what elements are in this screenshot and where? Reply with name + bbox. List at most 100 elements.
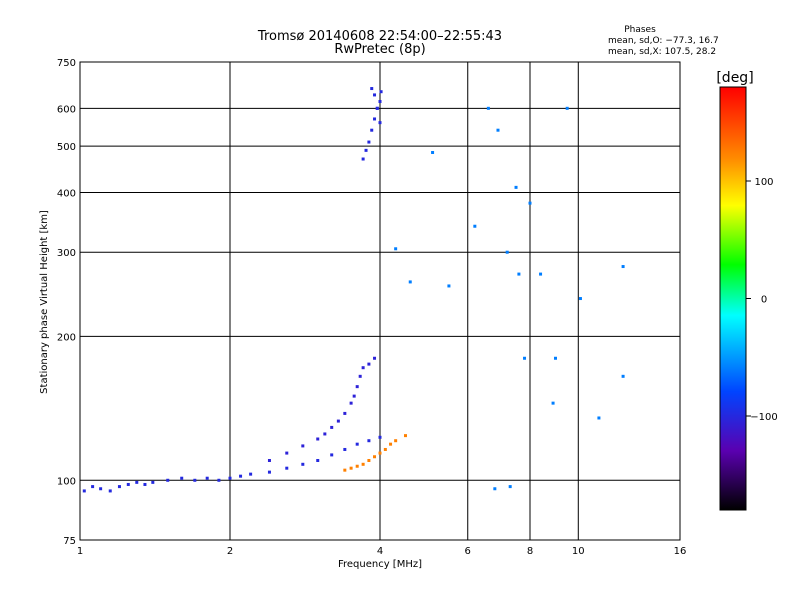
- colorbar: [719, 86, 747, 511]
- data-point: [375, 106, 379, 110]
- data-point: [108, 489, 112, 493]
- data-point: [367, 458, 371, 462]
- data-point: [285, 451, 289, 455]
- data-point: [355, 442, 359, 446]
- data-point: [193, 478, 197, 482]
- data-point: [343, 447, 347, 451]
- data-point: [228, 476, 232, 480]
- data-point: [355, 385, 359, 389]
- data-point: [330, 425, 334, 429]
- y-axis-label: Stationary phase Virtual Height [km]: [39, 210, 50, 394]
- data-point: [553, 356, 557, 360]
- data-point: [473, 224, 477, 228]
- data-point: [343, 411, 347, 415]
- colorbar-tick-label: 100: [754, 177, 773, 188]
- data-point: [117, 485, 121, 489]
- data-point: [514, 185, 518, 189]
- data-point: [355, 464, 359, 468]
- data-point: [330, 453, 334, 457]
- data-point: [370, 128, 374, 132]
- data-point: [523, 356, 527, 360]
- data-point: [323, 432, 327, 436]
- colorbar-tick-label: −100: [750, 412, 777, 423]
- data-point: [493, 487, 497, 491]
- data-point: [361, 462, 365, 466]
- data-point: [394, 439, 398, 443]
- x-axis-label: Frequency [MHz]: [338, 559, 422, 570]
- data-point: [99, 487, 103, 491]
- data-point: [508, 485, 512, 489]
- data-point: [267, 470, 271, 474]
- data-point: [517, 272, 521, 276]
- y-tick-label: 400: [57, 188, 76, 199]
- x-tick-label: 8: [527, 546, 533, 557]
- data-point: [373, 356, 377, 360]
- data-point: [505, 250, 509, 254]
- data-point: [408, 280, 412, 284]
- data-point: [597, 416, 601, 420]
- data-point: [367, 439, 371, 443]
- y-tick-label: 200: [57, 332, 76, 343]
- data-point: [316, 458, 320, 462]
- chart-subtitle: RwPretec (8p): [334, 42, 425, 57]
- data-point: [373, 93, 377, 97]
- y-tick-label: 500: [57, 142, 76, 153]
- data-point: [301, 462, 305, 466]
- phases-x-stats: mean, sd,X: 107.5, 28.2: [608, 47, 716, 57]
- data-point: [383, 447, 387, 451]
- data-point: [378, 451, 382, 455]
- data-point: [403, 434, 407, 438]
- colorbar-ticks: 100 0 −100: [746, 177, 778, 423]
- data-point: [551, 401, 555, 405]
- y-tick-label: 600: [57, 104, 76, 115]
- data-point: [352, 394, 356, 398]
- data-point: [267, 458, 271, 462]
- data-point: [285, 466, 289, 470]
- data-point: [373, 117, 377, 121]
- data-point: [336, 419, 340, 423]
- data-point: [349, 466, 353, 470]
- data-point: [364, 148, 368, 152]
- y-axis-ticks: 75 100 200 300 400 500 600 750: [57, 58, 76, 547]
- data-point: [621, 374, 625, 378]
- data-point: [367, 140, 371, 144]
- data-point: [373, 455, 377, 459]
- data-point: [349, 401, 353, 405]
- data-point: [486, 106, 490, 110]
- y-tick-label: 75: [63, 536, 76, 547]
- x-axis-ticks: 1 2 4 6 8 10 16: [77, 546, 687, 557]
- data-point: [378, 435, 382, 439]
- data-point: [180, 476, 184, 480]
- data-point: [361, 366, 365, 370]
- data-point: [217, 478, 221, 482]
- x-tick-label: 4: [377, 546, 383, 557]
- phases-title: Phases: [624, 25, 656, 35]
- data-point: [370, 87, 374, 91]
- data-point: [528, 201, 532, 205]
- phases-o-stats: mean, sd,O: −77.3, 16.7: [608, 36, 719, 46]
- data-point: [151, 480, 155, 484]
- data-point: [361, 157, 365, 161]
- data-point: [379, 90, 383, 94]
- data-point: [447, 284, 451, 288]
- data-point: [565, 106, 569, 110]
- data-point: [496, 128, 500, 132]
- data-point: [143, 482, 147, 486]
- x-tick-label: 1: [77, 546, 83, 557]
- data-point: [239, 474, 243, 478]
- echo-points: [82, 87, 625, 493]
- chart-title: Tromsø 20140608 22:54:00–22:55:43: [257, 29, 502, 44]
- data-point: [166, 478, 170, 482]
- x-tick-label: 10: [572, 546, 585, 557]
- x-tick-label: 16: [674, 546, 687, 557]
- data-point: [135, 480, 139, 484]
- grid-lines: [80, 62, 680, 540]
- data-point: [205, 476, 209, 480]
- colorbar-label: [deg]: [716, 70, 753, 86]
- data-point: [539, 272, 543, 276]
- data-point: [82, 489, 86, 493]
- x-tick-label: 2: [227, 546, 233, 557]
- y-tick-label: 300: [57, 248, 76, 259]
- data-point: [378, 100, 382, 104]
